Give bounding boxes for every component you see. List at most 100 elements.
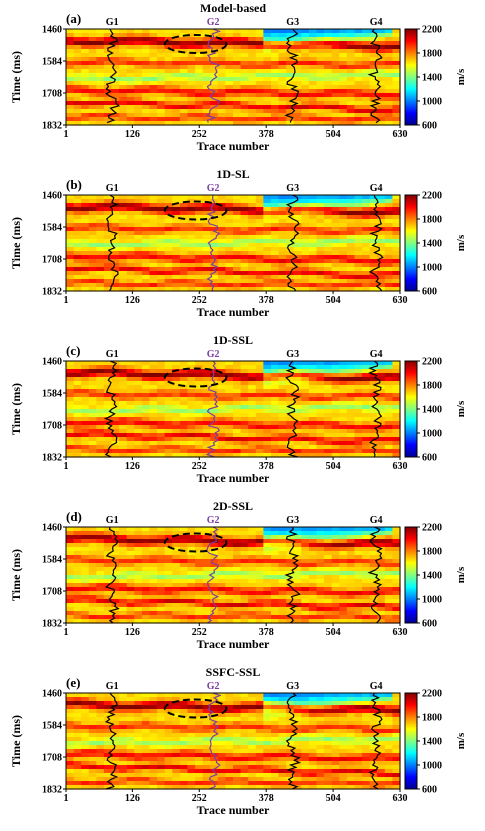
- heatmap-cell: [111, 81, 120, 86]
- heatmap-cell: [126, 85, 135, 90]
- heatmap-cell: [126, 41, 135, 46]
- heatmap-cell: [66, 61, 75, 66]
- heatmap-cell: [392, 555, 401, 560]
- well-log-g4: [368, 360, 383, 458]
- heatmap-cell: [126, 579, 135, 584]
- heatmap-cell: [134, 551, 143, 556]
- heatmap-cell: [369, 559, 378, 564]
- heatmap-cell: [384, 575, 394, 580]
- heatmap-cell: [179, 527, 189, 532]
- heatmap-cell: [187, 425, 196, 430]
- heatmap-cell: [179, 385, 189, 390]
- heatmap-cell: [278, 109, 287, 114]
- heatmap-cell: [66, 413, 75, 418]
- heatmap-cell: [346, 579, 356, 584]
- heatmap-cell: [210, 227, 219, 232]
- heatmap-cell: [233, 449, 242, 454]
- heatmap-cell: [248, 81, 257, 86]
- heatmap-cell: [66, 215, 75, 220]
- heatmap-cell: [202, 701, 211, 706]
- heatmap-cell: [362, 73, 371, 78]
- heatmap-cell: [354, 93, 363, 98]
- heatmap-cell: [81, 231, 90, 236]
- heatmap-cell: [331, 255, 340, 260]
- heatmap-cell: [81, 579, 90, 584]
- heatmap-cell: [233, 531, 242, 536]
- heatmap-cell: [96, 199, 105, 204]
- heatmap-cell: [81, 697, 90, 702]
- heatmap-cell: [187, 607, 196, 612]
- heatmap-cell: [308, 701, 318, 706]
- heatmap-cell: [66, 283, 75, 288]
- heatmap-cell: [134, 105, 143, 110]
- heatmap-cell: [286, 725, 295, 730]
- heatmap-cell: [202, 53, 211, 58]
- heatmap-cell: [270, 73, 280, 78]
- heatmap-cell: [81, 729, 90, 734]
- heatmap-cell: [331, 409, 340, 414]
- heatmap-cell: [354, 393, 363, 398]
- heatmap-cell: [346, 369, 356, 374]
- heatmap-cell: [119, 105, 128, 110]
- heatmap-cell: [286, 595, 295, 600]
- heatmap-cell: [126, 587, 135, 592]
- heatmap-cell: [157, 81, 166, 86]
- heatmap-cell: [240, 607, 249, 612]
- heatmap-cell: [392, 211, 401, 216]
- heatmap-cell: [233, 49, 242, 54]
- heatmap-cell: [308, 697, 318, 702]
- heatmap-cell: [66, 437, 75, 442]
- heatmap-cell: [339, 247, 348, 252]
- heatmap-cell: [103, 33, 113, 38]
- heatmap-cell: [248, 547, 257, 552]
- heatmap-cell: [377, 693, 386, 698]
- heatmap-cell: [331, 445, 340, 450]
- heatmap-cell: [233, 575, 242, 580]
- heatmap-cell: [119, 583, 128, 588]
- heatmap-cell: [119, 77, 128, 82]
- heatmap-cell: [111, 267, 120, 272]
- heatmap-cell: [66, 381, 75, 386]
- panel-label: (a): [66, 11, 81, 26]
- heatmap-cell: [316, 231, 325, 236]
- heatmap-cell: [103, 369, 113, 374]
- heatmap-cell: [103, 365, 113, 370]
- heatmap-cell: [301, 113, 310, 118]
- heatmap-cell: [240, 105, 249, 110]
- heatmap-cell: [233, 77, 242, 82]
- heatmap-cell: [217, 279, 227, 284]
- heatmap-cell: [149, 619, 158, 624]
- heatmap-cell: [217, 441, 227, 446]
- heatmap-cell: [286, 45, 295, 50]
- heatmap-cell: [392, 741, 401, 746]
- heatmap-cell: [316, 619, 325, 624]
- heatmap-cell: [369, 587, 378, 592]
- heatmap-cell: [172, 389, 181, 394]
- heatmap-cell: [202, 267, 211, 272]
- heatmap-cell: [202, 389, 211, 394]
- heatmap-cell: [324, 41, 333, 46]
- heatmap-cell: [172, 607, 181, 612]
- heatmap-cell: [392, 547, 401, 552]
- well-log-g1: [105, 28, 121, 124]
- heatmap-cell: [179, 377, 189, 382]
- heatmap-cell: [195, 721, 204, 726]
- heatmap-cell: [187, 721, 196, 726]
- heatmap-cell: [384, 603, 394, 608]
- heatmap-cell: [157, 211, 166, 216]
- heatmap-cell: [240, 591, 249, 596]
- heatmap-cell: [172, 567, 181, 572]
- heatmap-cell: [81, 275, 90, 280]
- heatmap-cell: [96, 29, 105, 34]
- heatmap-cell: [141, 69, 151, 74]
- heatmap-cell: [240, 579, 249, 584]
- heatmap-cell: [263, 587, 272, 592]
- heatmap-cell: [293, 603, 302, 608]
- heatmap-cell: [384, 425, 394, 430]
- heatmap-cell: [126, 81, 135, 86]
- heatmap-cell: [270, 591, 280, 596]
- heatmap-cell: [73, 231, 82, 236]
- heatmap-cell: [134, 361, 143, 366]
- heatmap-cell: [103, 195, 113, 200]
